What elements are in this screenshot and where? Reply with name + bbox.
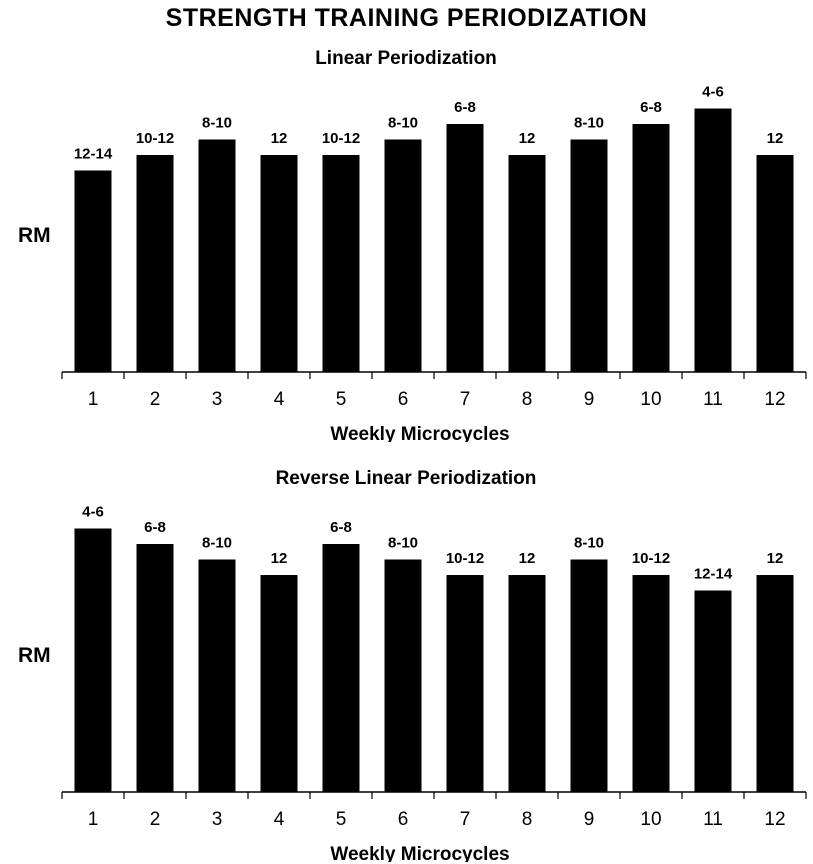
x-tick-label: 3 — [212, 809, 223, 830]
bar — [260, 155, 298, 372]
reverse-linear-periodization-chart: Reverse Linear Periodization RM 4-6 1 6-8 2 8-… — [18, 468, 807, 862]
data-label: 12 — [519, 550, 536, 567]
x-tick-label: 12 — [764, 389, 785, 410]
x-axis-label: Weekly Microcycles — [330, 424, 509, 442]
bar — [384, 139, 422, 372]
data-label: 12 — [767, 550, 784, 567]
data-label: 12-14 — [74, 146, 113, 163]
data-label: 8-10 — [388, 115, 418, 132]
bar — [384, 559, 422, 792]
y-axis-label: RM — [18, 224, 51, 247]
x-tick-label: 5 — [336, 809, 347, 830]
bar — [198, 559, 236, 792]
data-label: 12-14 — [694, 566, 733, 583]
x-tick-label: 9 — [584, 389, 595, 410]
x-tick-label: 6 — [398, 389, 409, 410]
y-axis-label: RM — [18, 644, 51, 667]
bar — [136, 544, 174, 792]
data-label: 8-10 — [202, 535, 232, 552]
data-label: 10-12 — [322, 130, 360, 147]
x-tick-label: 3 — [212, 389, 223, 410]
bar — [260, 575, 298, 792]
data-label: 8-10 — [574, 115, 604, 132]
bar — [322, 155, 360, 372]
data-label: 12 — [271, 550, 288, 567]
chart-subtitle: Reverse Linear Periodization — [276, 468, 537, 489]
bar — [570, 139, 608, 372]
x-axis-label: Weekly Microcycles — [330, 844, 509, 862]
x-tick-label: 10 — [640, 389, 661, 410]
data-label: 10-12 — [632, 550, 670, 567]
x-tick-label: 7 — [460, 389, 471, 410]
data-label: 8-10 — [388, 535, 418, 552]
x-tick-label: 6 — [398, 809, 409, 830]
x-tick-label: 10 — [640, 809, 661, 830]
x-tick-label: 5 — [336, 389, 347, 410]
bar — [136, 155, 174, 372]
bar — [756, 155, 794, 372]
bar — [446, 124, 484, 372]
bar — [694, 590, 732, 792]
chart-subtitle: Linear Periodization — [315, 48, 497, 69]
linear-periodization-chart: Linear Periodization RM 12-14 1 10-12 2 8-10 3 1… — [18, 48, 807, 442]
x-tick-label: 11 — [703, 389, 723, 410]
bar — [322, 544, 360, 792]
x-tick-label: 12 — [764, 809, 785, 830]
x-tick-label: 8 — [522, 389, 533, 410]
data-label: 8-10 — [202, 115, 232, 132]
bar — [694, 108, 732, 372]
x-tick-label: 9 — [584, 809, 595, 830]
data-label: 10-12 — [136, 130, 174, 147]
x-tick-label: 4 — [274, 389, 285, 410]
bar — [74, 528, 112, 792]
x-tick-label: 2 — [150, 809, 161, 830]
x-tick-label: 4 — [274, 809, 285, 830]
main-title: STRENGTH TRAINING PERIODIZATION — [165, 4, 648, 32]
bar — [632, 124, 670, 372]
x-tick-label: 1 — [88, 389, 99, 410]
data-label: 10-12 — [446, 550, 484, 567]
bar — [508, 575, 546, 792]
data-label: 12 — [767, 130, 784, 147]
x-tick-label: 7 — [460, 809, 471, 830]
x-tick-label: 2 — [150, 389, 161, 410]
x-tick-label: 1 — [88, 809, 99, 830]
bar — [508, 155, 546, 372]
x-tick-label: 8 — [522, 809, 533, 830]
bar — [632, 575, 670, 792]
bar — [446, 575, 484, 792]
data-label: 8-10 — [574, 535, 604, 552]
x-tick-label: 11 — [703, 809, 723, 830]
bar — [198, 139, 236, 372]
data-label: 6-8 — [330, 519, 352, 536]
data-label: 6-8 — [640, 99, 662, 116]
bar — [74, 170, 112, 372]
bar — [756, 575, 794, 792]
bar — [570, 559, 608, 792]
data-label: 4-6 — [82, 504, 104, 521]
data-label: 4-6 — [702, 84, 724, 101]
data-label: 12 — [271, 130, 288, 147]
data-label: 6-8 — [454, 99, 476, 116]
data-label: 6-8 — [144, 519, 166, 536]
data-label: 12 — [519, 130, 536, 147]
